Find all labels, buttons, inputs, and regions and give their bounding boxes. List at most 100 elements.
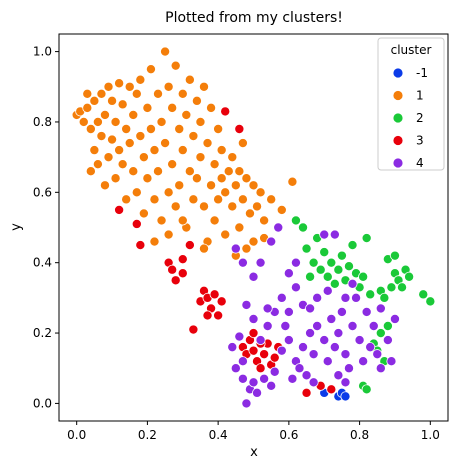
data-point bbox=[269, 352, 280, 363]
data-point bbox=[114, 145, 125, 156]
data-point bbox=[326, 384, 337, 395]
data-point bbox=[255, 335, 266, 346]
data-point bbox=[124, 138, 135, 149]
legend-marker bbox=[392, 157, 404, 169]
data-point bbox=[163, 81, 174, 92]
data-point bbox=[343, 261, 354, 272]
data-point bbox=[266, 194, 277, 205]
data-point bbox=[241, 398, 252, 409]
data-point bbox=[329, 278, 340, 289]
data-point bbox=[248, 328, 259, 339]
data-point bbox=[107, 134, 118, 145]
data-point bbox=[198, 81, 209, 92]
data-point bbox=[188, 131, 199, 142]
data-point bbox=[156, 116, 167, 127]
legend-label: 2 bbox=[416, 111, 424, 125]
data-point bbox=[361, 384, 372, 395]
data-point bbox=[209, 215, 220, 226]
data-point bbox=[255, 363, 266, 374]
data-point bbox=[379, 292, 390, 303]
data-point bbox=[170, 60, 181, 71]
legend-label: 1 bbox=[416, 89, 424, 103]
data-point bbox=[319, 229, 330, 240]
data-point bbox=[234, 123, 245, 134]
data-point bbox=[209, 289, 220, 300]
y-tick-label: 0.8 bbox=[33, 115, 52, 129]
data-point bbox=[181, 109, 192, 120]
data-point bbox=[290, 257, 301, 268]
data-point bbox=[259, 349, 270, 360]
legend-title: cluster bbox=[391, 43, 432, 57]
data-point bbox=[110, 173, 121, 184]
data-point bbox=[237, 373, 248, 384]
series-4 bbox=[227, 222, 400, 409]
data-point bbox=[234, 166, 245, 177]
data-point bbox=[298, 342, 309, 353]
data-point bbox=[301, 370, 312, 381]
data-point bbox=[283, 335, 294, 346]
data-point bbox=[191, 173, 202, 184]
data-point bbox=[425, 296, 436, 307]
data-point bbox=[198, 201, 209, 212]
data-point bbox=[389, 313, 400, 324]
data-point bbox=[241, 299, 252, 310]
data-point bbox=[283, 268, 294, 279]
data-point bbox=[259, 373, 270, 384]
data-point bbox=[167, 264, 178, 275]
data-point bbox=[160, 138, 171, 149]
data-point bbox=[315, 264, 326, 275]
data-point bbox=[305, 328, 316, 339]
series-3 bbox=[114, 106, 337, 398]
data-point bbox=[149, 236, 160, 247]
y-tick-label: 0.0 bbox=[33, 396, 52, 410]
data-point bbox=[82, 102, 93, 113]
data-point bbox=[241, 173, 252, 184]
data-point bbox=[188, 194, 199, 205]
data-point bbox=[149, 145, 160, 156]
data-point bbox=[82, 88, 93, 99]
data-point bbox=[89, 145, 100, 156]
data-point bbox=[255, 257, 266, 268]
data-point bbox=[167, 159, 178, 170]
legend-marker bbox=[392, 90, 404, 101]
data-point bbox=[114, 204, 125, 215]
data-point bbox=[234, 222, 245, 233]
data-point bbox=[252, 201, 263, 212]
y-tick-label: 0.2 bbox=[33, 326, 52, 340]
data-point bbox=[156, 215, 167, 226]
data-point bbox=[142, 173, 153, 184]
data-point bbox=[227, 152, 238, 163]
data-point bbox=[358, 356, 369, 367]
data-point bbox=[85, 166, 96, 177]
data-point bbox=[163, 229, 174, 240]
data-point bbox=[347, 240, 358, 251]
legend-label: 3 bbox=[416, 134, 424, 148]
data-point bbox=[103, 81, 114, 92]
data-point bbox=[319, 335, 330, 346]
legend-marker bbox=[392, 67, 404, 79]
data-point bbox=[124, 81, 135, 92]
data-point bbox=[198, 243, 209, 254]
data-point bbox=[92, 159, 103, 170]
data-point bbox=[184, 240, 195, 251]
chart-title: Plotted from my clusters! bbox=[165, 10, 343, 26]
data-point bbox=[223, 166, 234, 177]
data-point bbox=[354, 335, 365, 346]
data-point bbox=[170, 201, 181, 212]
y-axis: 0.0 0.2 0.4 0.6 0.8 1.0 bbox=[33, 45, 59, 410]
data-point bbox=[322, 356, 333, 367]
data-point bbox=[99, 180, 110, 191]
data-point bbox=[404, 271, 415, 282]
data-point bbox=[184, 166, 195, 177]
data-point bbox=[248, 180, 259, 191]
data-point bbox=[209, 159, 220, 170]
data-point bbox=[375, 328, 386, 339]
data-point bbox=[128, 109, 139, 120]
data-point bbox=[216, 145, 227, 156]
data-point bbox=[287, 373, 298, 384]
x-tick-label: 0.2 bbox=[138, 428, 157, 442]
data-point bbox=[329, 342, 340, 353]
data-point bbox=[375, 303, 386, 314]
data-point bbox=[153, 166, 164, 177]
